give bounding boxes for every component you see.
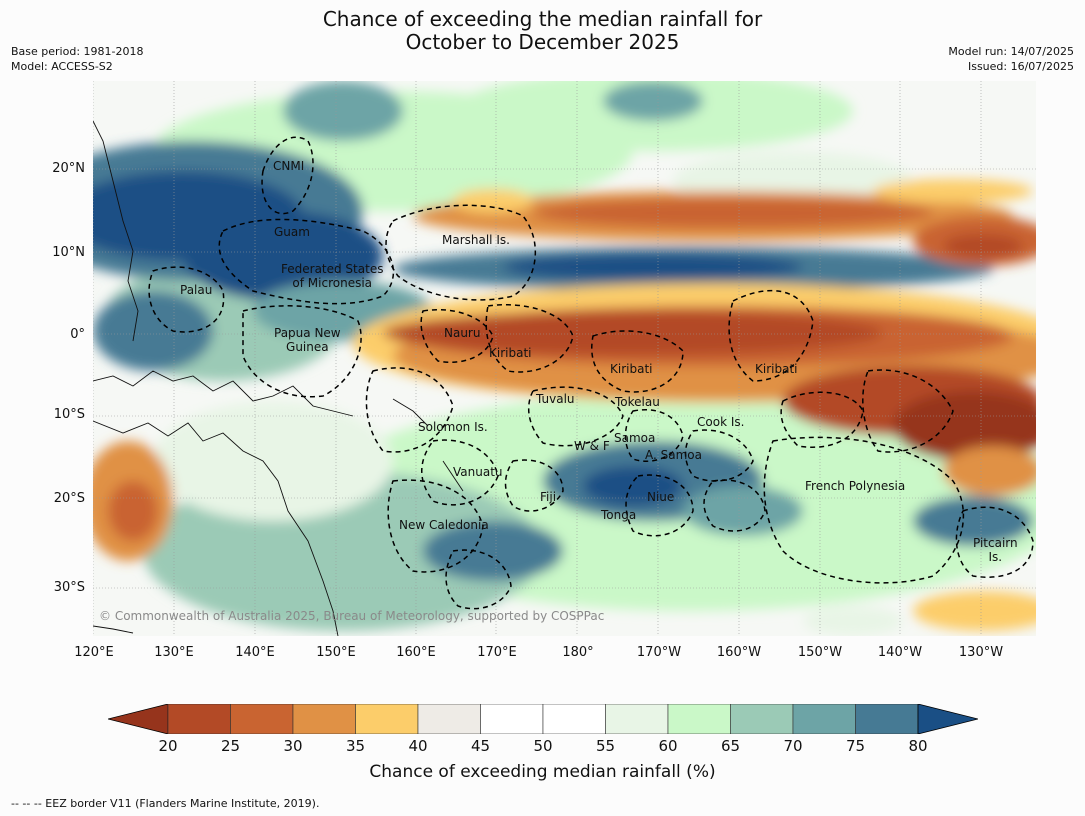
label-new-caledonia: New Caledonia xyxy=(399,518,489,532)
base-period: Base period: 1981-2018 xyxy=(11,45,144,58)
label-micronesia: Federated States of Micronesia xyxy=(281,262,384,290)
colorbar-tick-60: 60 xyxy=(658,737,678,755)
colorbar-cell xyxy=(417,704,481,734)
label-guam: Guam xyxy=(274,225,310,239)
issued-date: Issued: 16/07/2025 xyxy=(967,60,1074,73)
colorbar-tick-50: 50 xyxy=(533,737,553,755)
label-niue: Niue xyxy=(647,490,675,504)
model-run: Model run: 14/07/2025 xyxy=(948,45,1074,58)
colorbar-tick-70: 70 xyxy=(783,737,803,755)
colorbar-cell xyxy=(480,704,544,734)
title-line-2: October to December 2025 xyxy=(405,30,680,54)
colorbar-cell xyxy=(667,704,731,734)
colorbar-label: Chance of exceeding median rainfall (%) xyxy=(369,762,716,782)
label-american-samoa: A. Samoa xyxy=(645,448,702,462)
label-kiribati-central: Kiribati xyxy=(610,362,653,376)
graticule xyxy=(93,81,1036,636)
lon-label-140e: 140°E xyxy=(235,645,275,660)
lat-label-30s: 30°S xyxy=(53,580,85,595)
colorbar-tick-80: 80 xyxy=(908,737,928,755)
lon-label-170w: 170°W xyxy=(636,645,682,660)
lat-label-10s: 10°S xyxy=(53,407,85,422)
lon-label-150e: 150°E xyxy=(316,645,356,660)
colorbar-cell xyxy=(792,704,856,734)
lat-label-0: 0° xyxy=(70,327,85,342)
label-vanuatu: Vanuatu xyxy=(453,465,503,479)
lon-label-140w: 140°W xyxy=(877,645,923,660)
rainfall-field xyxy=(93,81,1036,636)
title-line-1: Chance of exceeding the median rainfall … xyxy=(322,7,763,31)
label-kiribati-east: Kiribati xyxy=(755,362,798,376)
lon-label-120e: 120°E xyxy=(74,645,114,660)
label-papua-new-guinea: Papua New Guinea xyxy=(274,326,341,354)
colorbar-tick-30: 30 xyxy=(283,737,303,755)
eez-footnote: -- -- -- EEZ border V11 (Flanders Marine… xyxy=(11,797,320,810)
lon-label-160e: 160°E xyxy=(396,645,436,660)
label-fiji: Fiji xyxy=(540,490,557,504)
colorbar-cells xyxy=(167,704,919,734)
colorbar-cell xyxy=(855,704,919,734)
colorbar-tick-35: 35 xyxy=(345,737,366,755)
label-tonga: Tonga xyxy=(601,508,637,522)
lon-label-130w: 130°W xyxy=(958,645,1004,660)
colorbar-tick-45: 45 xyxy=(470,737,491,755)
label-palau: Palau xyxy=(180,283,213,297)
lon-label-160w: 160°W xyxy=(716,645,762,660)
colorbar-over-triangle xyxy=(917,704,978,734)
lon-label-150w: 150°W xyxy=(797,645,843,660)
colorbar-cell xyxy=(167,704,231,734)
lat-label-10n: 10°N xyxy=(52,245,85,260)
label-wallis-futuna: W & F xyxy=(574,439,610,453)
colorbar-cell xyxy=(292,704,356,734)
label-tuvalu: Tuvalu xyxy=(536,392,575,406)
colorbar-tick-65: 65 xyxy=(720,737,741,755)
meta-left: Base period: 1981-2018 Model: ACCESS-S2 xyxy=(11,44,143,74)
colorbar-tick-40: 40 xyxy=(408,737,428,755)
label-samoa: Samoa xyxy=(614,431,656,445)
label-french-polynesia: French Polynesia xyxy=(805,479,906,493)
colorbar-cell xyxy=(542,704,606,734)
label-nauru: Nauru xyxy=(444,326,481,340)
lat-label-20n: 20°N xyxy=(52,161,85,176)
colorbar-tick-20: 20 xyxy=(158,737,178,755)
lon-label-130e: 130°E xyxy=(154,645,194,660)
label-tokelau: Tokelau xyxy=(615,395,660,409)
lat-label-20s: 20°S xyxy=(53,491,85,506)
copyright-notice: © Commonwealth of Australia 2025, Bureau… xyxy=(99,609,605,623)
colorbar-cell xyxy=(605,704,669,734)
colorbar-under-triangle xyxy=(108,704,169,734)
label-marshall-islands: Marshall Is. xyxy=(442,233,510,247)
colorbar-cell xyxy=(730,704,794,734)
coastlines xyxy=(93,120,464,636)
label-solomon-islands: Solomon Is. xyxy=(418,420,488,434)
rainfall-map xyxy=(93,81,1036,636)
colorbar-tick-25: 25 xyxy=(220,737,241,755)
map-surface xyxy=(93,81,1036,636)
label-pitcairn-islands: Pitcairn Is. xyxy=(973,536,1018,564)
colorbar-cell xyxy=(230,704,294,734)
meta-right: Model run: 14/07/2025 Issued: 16/07/2025 xyxy=(948,44,1074,74)
label-cnmi: CNMI xyxy=(273,159,305,173)
lon-label-170e: 170°E xyxy=(477,645,517,660)
label-cook-islands: Cook Is. xyxy=(697,415,745,429)
model-name: Model: ACCESS-S2 xyxy=(11,60,113,73)
colorbar-tick-75: 75 xyxy=(845,737,866,755)
colorbar xyxy=(108,704,978,734)
map-title: Chance of exceeding the median rainfall … xyxy=(0,8,1085,54)
label-kiribati-west: Kiribati xyxy=(489,346,532,360)
colorbar-cell xyxy=(355,704,419,734)
lon-label-180: 180° xyxy=(562,645,594,660)
colorbar-tick-55: 55 xyxy=(595,737,616,755)
eez-borders xyxy=(148,136,1034,610)
